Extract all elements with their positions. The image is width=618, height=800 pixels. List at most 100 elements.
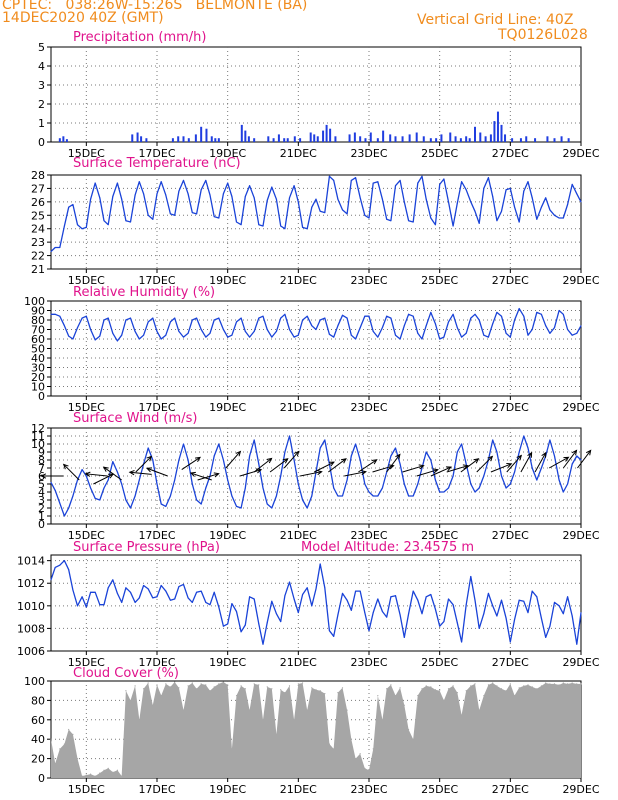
wind-arrow: [520, 451, 533, 473]
wind-point: [311, 495, 313, 497]
cloud-cover-point: [174, 681, 176, 683]
precip-bar: [484, 136, 487, 142]
humidity-point: [275, 330, 277, 332]
cloud-cover-point: [142, 688, 145, 690]
y-tick-label: 23: [31, 236, 45, 249]
y-tick-label: 1010: [17, 600, 45, 613]
wind-point: [505, 487, 507, 489]
wind-point: [540, 467, 542, 469]
pressure-point: [262, 643, 264, 645]
precip-bar: [136, 132, 139, 142]
temperature-point: [54, 247, 56, 249]
cloud-cover-point: [72, 733, 74, 735]
pressure-point: [461, 641, 463, 643]
precip-bar: [272, 138, 275, 142]
precip-bar: [474, 126, 476, 142]
temperature-point: [333, 179, 335, 181]
pressure-point: [496, 615, 498, 617]
humidity-point: [518, 308, 520, 310]
cloud-cover-point: [523, 685, 525, 687]
humidity-point: [421, 338, 423, 340]
wind-arrow-shaft: [402, 465, 424, 473]
precip-bar: [131, 134, 134, 142]
y-tick-label: 80: [31, 694, 45, 707]
wind-arrow-head: [213, 472, 220, 478]
wind-point: [138, 479, 140, 481]
wind-arrow-head: [516, 454, 523, 461]
temperature-point: [143, 193, 145, 195]
pressure-point: [483, 613, 485, 615]
cloud-cover-point: [94, 775, 96, 777]
pressure-point: [311, 605, 313, 607]
pressure-point: [68, 569, 70, 571]
x-tick-label: 23DEC: [350, 274, 387, 287]
pressure-point: [474, 599, 476, 601]
pressure-point: [280, 621, 282, 623]
wind-arrow-shaft: [269, 458, 288, 473]
pressure-point: [107, 587, 109, 589]
x-tick-label: 21DEC: [280, 147, 317, 160]
wind-point: [174, 479, 176, 481]
wind-arrow-head: [282, 458, 289, 464]
plot-frame: [50, 46, 582, 143]
y-tick-label: 2: [38, 98, 45, 111]
precip-bar: [534, 138, 537, 142]
temperature-point: [342, 209, 343, 211]
humidity-point: [558, 310, 560, 311]
x-tick-label: 15DEC: [68, 783, 105, 796]
humidity-point: [452, 313, 454, 315]
y-tick-label: 1: [38, 510, 45, 523]
wind-arrow-head: [445, 466, 452, 472]
y-tick-label: 0: [38, 772, 45, 785]
wind-arrow: [577, 449, 592, 469]
precip-bar: [546, 136, 549, 142]
temperature-line: [50, 175, 582, 252]
cloud-cover-point: [341, 687, 344, 689]
pressure-point: [81, 596, 83, 598]
humidity-point: [337, 325, 339, 327]
wind-point: [536, 479, 538, 481]
pressure-point: [200, 590, 202, 592]
humidity-point: [408, 313, 410, 315]
humidity-point: [434, 323, 436, 325]
humidity-point: [99, 335, 101, 337]
pressure-point: [227, 623, 229, 625]
y-tick-label: 12: [31, 422, 45, 435]
pressure-point: [165, 590, 167, 592]
wind-arrow-shaft: [146, 467, 168, 477]
precip-bar: [145, 138, 148, 142]
precip-bar: [435, 138, 438, 142]
wind-arrow-head: [128, 470, 135, 476]
humidity-point: [68, 335, 70, 337]
humidity-point: [249, 336, 251, 338]
humidity-point: [430, 311, 432, 313]
wind-arrow-shaft: [103, 466, 122, 481]
wind-point: [425, 451, 427, 453]
humidity-point: [302, 319, 304, 321]
humidity-point: [496, 311, 498, 313]
temperature-point: [253, 197, 255, 199]
y-tick-label: 40: [31, 733, 45, 746]
cloud-cover-point: [483, 694, 485, 697]
precip-bar: [309, 132, 312, 142]
precip-bar: [182, 136, 185, 142]
y-tick-label: 1012: [17, 577, 45, 590]
temperature-point: [359, 197, 361, 199]
wind-arrow: [430, 466, 452, 477]
precip-bar: [353, 132, 356, 142]
cloud-cover-point: [85, 774, 87, 776]
precip-bar: [267, 136, 270, 142]
precip-bar: [299, 138, 302, 142]
temperature-point: [430, 217, 432, 219]
humidity-point: [244, 330, 246, 332]
precip-bar: [440, 134, 443, 142]
y-tick-label: 1014: [17, 555, 45, 568]
temperature-point: [258, 224, 260, 226]
wind-arrow-head: [571, 449, 578, 456]
wind-arrow: [239, 468, 263, 477]
cloud-cover-point: [156, 684, 158, 686]
pressure-point: [275, 613, 277, 615]
wind-arrow-shaft: [460, 458, 479, 473]
chart-wind: 012345678910111215DEC17DEC19DEC21DEC23DE…: [31, 411, 600, 542]
cloud-cover-point: [319, 690, 321, 692]
